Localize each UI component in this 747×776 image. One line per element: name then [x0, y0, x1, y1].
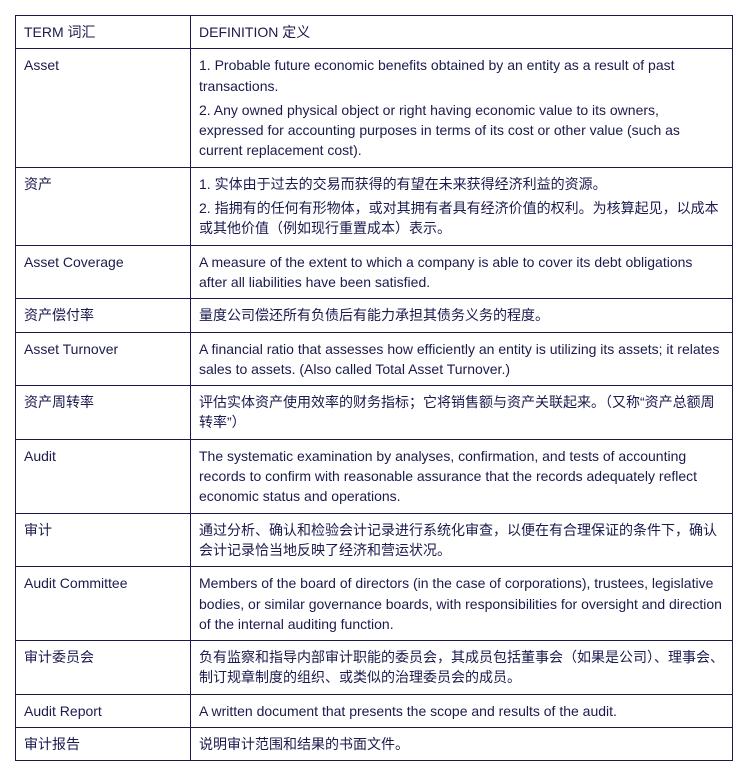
definition-cell: A measure of the extent to which a compa…	[191, 245, 733, 299]
term-cell: 审计委员会	[16, 641, 191, 695]
table-row: 资产偿付率量度公司偿还所有负债后有能力承担其债务义务的程度。	[16, 299, 733, 332]
table-row: 资产 1. 实体由于过去的交易而获得的有望在未来获得经济利益的资源。 2. 指拥有的…	[16, 167, 733, 245]
definition-cell: 1. Probable future economic benefits obt…	[191, 49, 733, 167]
definition-cell: A financial ratio that assesses how effi…	[191, 332, 733, 386]
term-cell: 资产偿付率	[16, 299, 191, 332]
definition-cell: 说明审计范围和结果的书面文件。	[191, 728, 733, 761]
table-row: 审计委员会负有监察和指导内部审计职能的委员会，其成员包括董事会（如果是公司）、理…	[16, 641, 733, 695]
term-cell: Audit	[16, 439, 191, 513]
definition-cell: 量度公司偿还所有负债后有能力承担其债务义务的程度。	[191, 299, 733, 332]
header-definition: DEFINITION 定义	[191, 16, 733, 49]
term-cell: 资产周转率	[16, 386, 191, 440]
definition-cell: The systematic examination by analyses, …	[191, 439, 733, 513]
definition-cell: 通过分析、确认和检验会计记录进行系统化审查，以便在有合理保证的条件下，确认会计记…	[191, 513, 733, 567]
table-row: AuditThe systematic examination by analy…	[16, 439, 733, 513]
definition-cell: 评估实体资产使用效率的财务指标；它将销售额与资产关联起来。（又称“资产总额周转率…	[191, 386, 733, 440]
definition-paragraph: A financial ratio that assesses how effi…	[199, 339, 724, 380]
term-cell: Asset	[16, 49, 191, 167]
definition-paragraph: The systematic examination by analyses, …	[199, 446, 724, 507]
definition-cell: 1. 实体由于过去的交易而获得的有望在未来获得经济利益的资源。 2. 指拥有的任何…	[191, 167, 733, 245]
table-row: Asset CoverageA measure of the extent to…	[16, 245, 733, 299]
term-cell: Asset Coverage	[16, 245, 191, 299]
definition-paragraph: 说明审计范围和结果的书面文件。	[199, 734, 724, 754]
definition-paragraph: 2. Any owned physical object or right ha…	[199, 100, 724, 161]
term-cell: Audit Committee	[16, 567, 191, 641]
term-cell: Asset Turnover	[16, 332, 191, 386]
definition-paragraph: 1. 实体由于过去的交易而获得的有望在未来获得经济利益的资源。	[199, 174, 724, 194]
definition-paragraph: 通过分析、确认和检验会计记录进行系统化审查，以便在有合理保证的条件下，确认会计记…	[199, 520, 724, 561]
term-cell: 资产	[16, 167, 191, 245]
glossary-table: TERM 词汇 DEFINITION 定义 Asset1. Probable f…	[15, 15, 733, 761]
definition-paragraph: 1. Probable future economic benefits obt…	[199, 55, 724, 96]
header-term: TERM 词汇	[16, 16, 191, 49]
table-row: Audit CommitteeMembers of the board of d…	[16, 567, 733, 641]
definition-paragraph: 评估实体资产使用效率的财务指标；它将销售额与资产关联起来。（又称“资产总额周转率…	[199, 392, 724, 433]
definition-paragraph: 负有监察和指导内部审计职能的委员会，其成员包括董事会（如果是公司）、理事会、制订…	[199, 647, 724, 688]
table-row: Asset1. Probable future economic benefit…	[16, 49, 733, 167]
table-row: 审计通过分析、确认和检验会计记录进行系统化审查，以便在有合理保证的条件下，确认会…	[16, 513, 733, 567]
header-row: TERM 词汇 DEFINITION 定义	[16, 16, 733, 49]
definition-paragraph: 量度公司偿还所有负债后有能力承担其债务义务的程度。	[199, 305, 724, 325]
table-row: Asset TurnoverA financial ratio that ass…	[16, 332, 733, 386]
definition-paragraph: A measure of the extent to which a compa…	[199, 252, 724, 293]
table-row: 审计报告说明审计范围和结果的书面文件。	[16, 728, 733, 761]
definition-cell: Members of the board of directors (in th…	[191, 567, 733, 641]
term-cell: 审计报告	[16, 728, 191, 761]
definition-paragraph: Members of the board of directors (in th…	[199, 573, 724, 634]
definition-cell: 负有监察和指导内部审计职能的委员会，其成员包括董事会（如果是公司）、理事会、制订…	[191, 641, 733, 695]
definition-paragraph: 2. 指拥有的任何有形物体，或对其拥有者具有经济价值的权利。为核算起见，以成本或…	[199, 198, 724, 239]
definition-paragraph: A written document that presents the sco…	[199, 701, 724, 721]
term-cell: 审计	[16, 513, 191, 567]
table-row: 资产周转率评估实体资产使用效率的财务指标；它将销售额与资产关联起来。（又称“资产…	[16, 386, 733, 440]
